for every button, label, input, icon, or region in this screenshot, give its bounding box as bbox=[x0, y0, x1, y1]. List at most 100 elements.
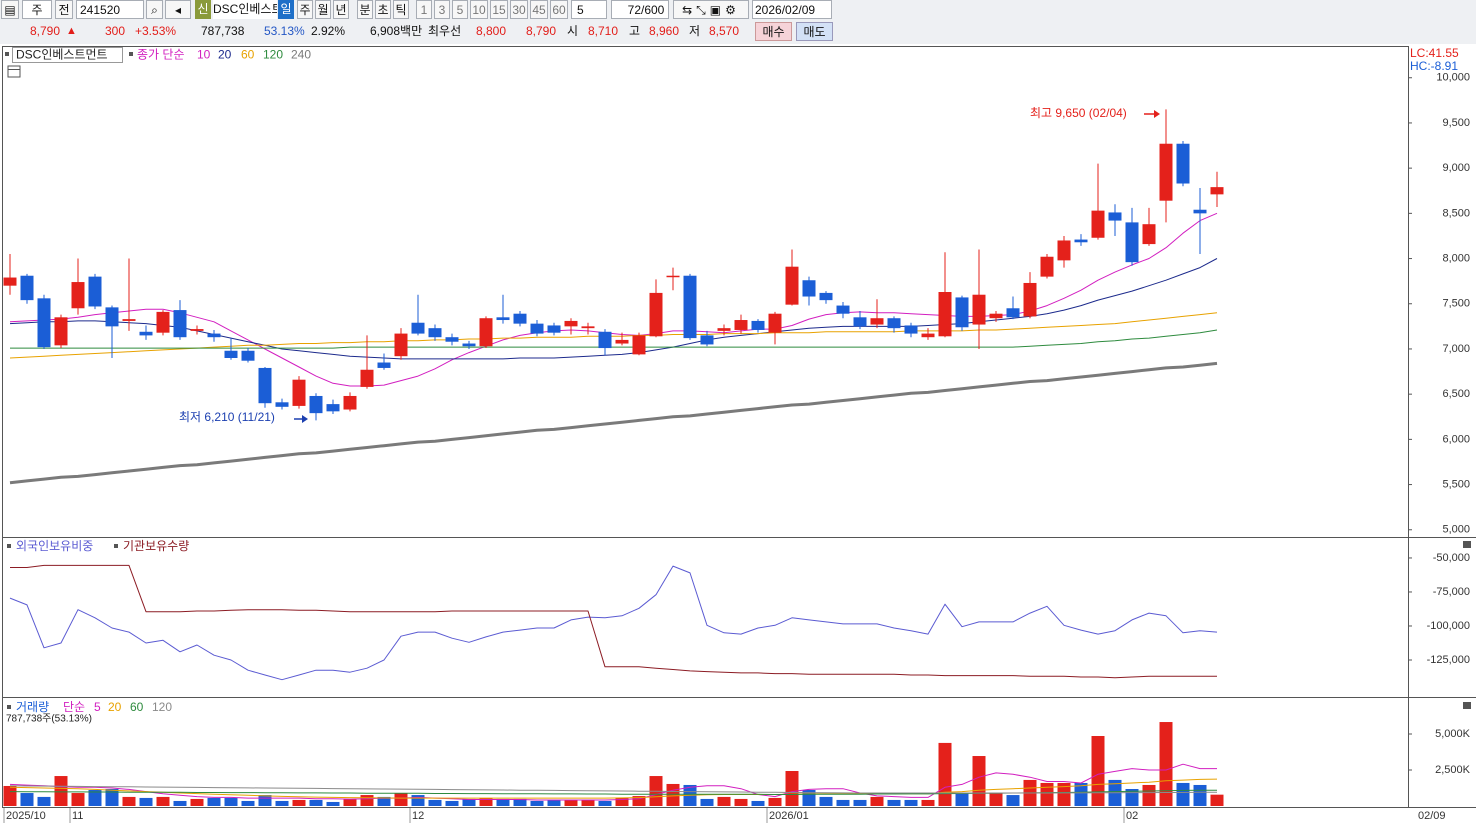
candle-body bbox=[122, 319, 136, 321]
open-label: 시 bbox=[567, 24, 579, 38]
sound-button[interactable]: ◂ bbox=[165, 0, 191, 19]
volume-bar bbox=[360, 795, 374, 806]
volume-bar bbox=[207, 797, 221, 806]
interval-button[interactable]: 15 bbox=[490, 0, 508, 19]
y-tick-label: -125,000 bbox=[1427, 654, 1470, 666]
prev-button[interactable]: 전 bbox=[55, 0, 73, 19]
volume-bar bbox=[513, 798, 527, 806]
interval-button[interactable]: 60 bbox=[550, 0, 568, 19]
candle-body bbox=[853, 317, 867, 327]
candle-body bbox=[1057, 240, 1071, 261]
candle-body bbox=[207, 333, 221, 338]
line-series bbox=[9, 565, 1218, 681]
candle-body bbox=[802, 280, 816, 297]
price-arrow: ▲ bbox=[66, 25, 77, 37]
volume-bar bbox=[1074, 782, 1088, 806]
icon-button[interactable]: ▤ bbox=[1, 0, 19, 19]
count[interactable]: 72 bbox=[611, 0, 641, 19]
volume-bar bbox=[20, 793, 34, 806]
candle-body bbox=[904, 325, 918, 334]
period-button[interactable]: 주 bbox=[297, 0, 313, 19]
candle-body bbox=[1023, 282, 1037, 317]
interval-button[interactable]: 1 bbox=[416, 0, 432, 19]
volume-bar bbox=[190, 798, 204, 806]
candle-body bbox=[377, 362, 391, 368]
settings-icon[interactable] bbox=[7, 65, 21, 78]
line-series bbox=[9, 778, 1218, 799]
volume-bar bbox=[1006, 795, 1020, 806]
volume-bar bbox=[785, 771, 799, 806]
annotation: 최고 9,650 (02/04) bbox=[1030, 106, 1127, 120]
cursor-date: 02/09 bbox=[1418, 810, 1446, 822]
candle-body bbox=[717, 328, 731, 331]
search-button[interactable]: ⌕ bbox=[146, 0, 163, 19]
volume-bar bbox=[411, 795, 425, 806]
ask: 8,800 bbox=[476, 24, 507, 38]
y-tick-label: 9,000 bbox=[1442, 162, 1470, 174]
candle-body bbox=[428, 328, 442, 338]
volume-bar bbox=[751, 800, 765, 806]
volume-bar bbox=[309, 799, 323, 806]
candle-body bbox=[836, 305, 850, 314]
candle-body bbox=[139, 331, 153, 336]
candle-body bbox=[768, 313, 782, 333]
candle-body bbox=[1176, 143, 1190, 184]
line-series bbox=[9, 312, 1218, 359]
interval-button[interactable]: 30 bbox=[510, 0, 528, 19]
interval-button[interactable]: 3 bbox=[434, 0, 450, 19]
volume: 787,738 bbox=[201, 24, 245, 38]
volume-bar bbox=[955, 793, 969, 806]
interval-button[interactable]: 10 bbox=[470, 0, 488, 19]
amount: 6,908백만 bbox=[370, 24, 423, 38]
tool-buttons[interactable]: ⇆⤡▣⚙ bbox=[673, 0, 749, 19]
candle-body bbox=[530, 323, 544, 334]
period-button[interactable]: 틱 bbox=[393, 0, 409, 19]
line-series bbox=[9, 785, 1217, 794]
period-button[interactable]: 일 bbox=[278, 0, 294, 19]
buy-button[interactable]: 매수 bbox=[755, 22, 792, 41]
candle-body bbox=[751, 320, 765, 330]
candle-body bbox=[462, 343, 476, 347]
count-select[interactable]: 5 bbox=[571, 0, 607, 19]
period-button[interactable]: 분 bbox=[357, 0, 373, 19]
candle-body bbox=[309, 395, 323, 414]
legend-label: 종가 단순 bbox=[137, 48, 185, 62]
candle-body bbox=[479, 318, 493, 347]
y-tick-label: -75,000 bbox=[1433, 586, 1470, 598]
candle-body bbox=[88, 276, 102, 307]
candle-body bbox=[955, 297, 969, 328]
y-tick-label: -100,000 bbox=[1427, 620, 1470, 632]
legend-entry: 거래량 bbox=[16, 700, 49, 714]
interval-button[interactable]: 45 bbox=[530, 0, 548, 19]
volume-bar bbox=[173, 800, 187, 806]
y-tick-label: 9,500 bbox=[1442, 117, 1470, 129]
change-pct: +3.53% bbox=[135, 24, 177, 38]
period-button[interactable]: 년 bbox=[333, 0, 349, 19]
candle-body bbox=[700, 335, 714, 345]
candle-body bbox=[20, 275, 34, 301]
period-button[interactable]: 월 bbox=[315, 0, 331, 19]
sell-button[interactable]: 매도 bbox=[796, 22, 833, 41]
candle-body bbox=[1091, 210, 1105, 238]
volume-bar bbox=[139, 797, 153, 806]
low: 8,570 bbox=[709, 24, 740, 38]
panel-button[interactable] bbox=[1463, 541, 1471, 548]
period-button[interactable]: 초 bbox=[375, 0, 391, 19]
panel-button[interactable] bbox=[1463, 702, 1471, 709]
volume-bar bbox=[938, 742, 952, 806]
volume-bar bbox=[734, 798, 748, 806]
legend-entry: 외국인보유비중 bbox=[16, 539, 93, 553]
y-tick-label: 5,000K bbox=[1435, 728, 1471, 740]
code-input[interactable]: 241520 bbox=[76, 0, 144, 19]
date-input[interactable]: 2026/02/09 bbox=[752, 0, 832, 19]
volume-bar bbox=[292, 799, 306, 806]
volume-bar bbox=[1142, 784, 1156, 806]
candle-body bbox=[411, 322, 425, 334]
candle-body bbox=[224, 350, 238, 358]
market-select[interactable]: 주 bbox=[22, 0, 52, 19]
candle-body bbox=[921, 333, 935, 338]
volume-bar bbox=[530, 800, 544, 806]
volume-bar bbox=[853, 799, 867, 806]
volume-bar bbox=[343, 798, 357, 806]
interval-button[interactable]: 5 bbox=[452, 0, 468, 19]
